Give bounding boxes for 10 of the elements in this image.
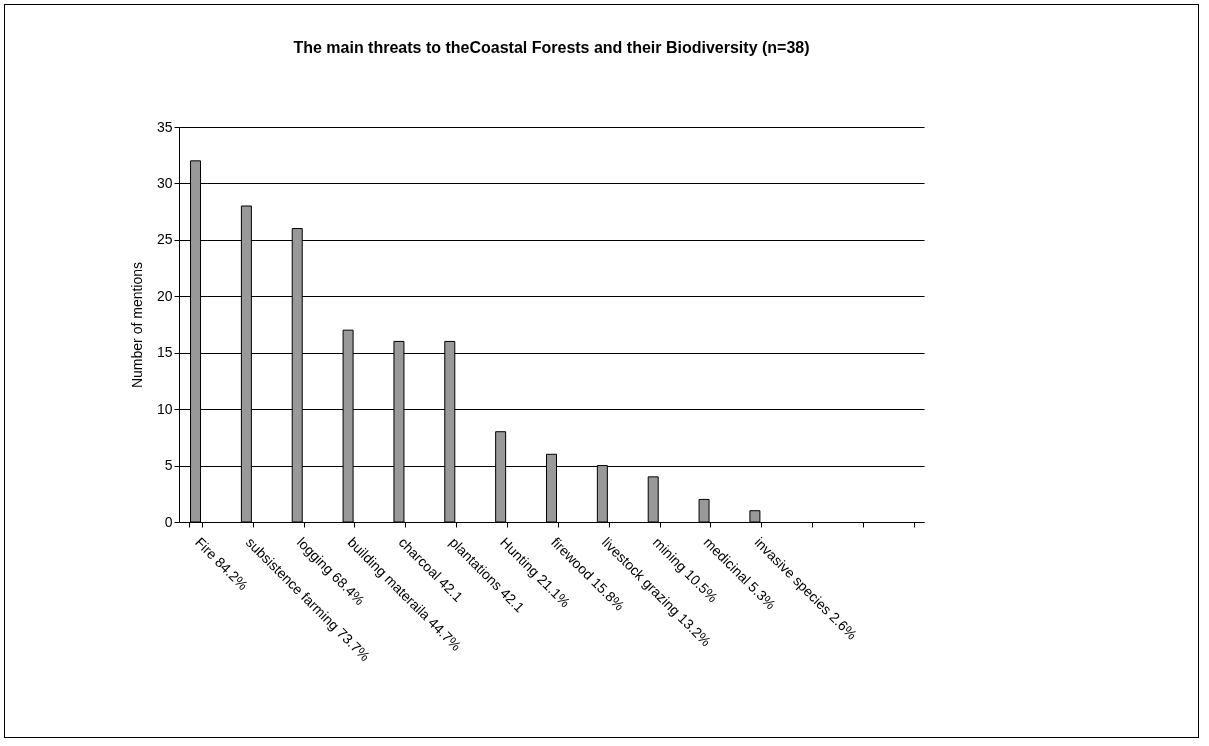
y-tick-label: 0 <box>164 513 173 530</box>
y-tick-label: 20 <box>156 287 173 304</box>
y-tick-label: 10 <box>156 400 173 417</box>
y-tick-label: 15 <box>156 344 173 361</box>
y-axis-title: Number of mentions <box>128 261 145 389</box>
y-tick-label: 30 <box>156 174 173 191</box>
y-tick-label: 35 <box>156 118 173 135</box>
y-tick-label: 25 <box>156 231 173 248</box>
y-tick-label: 5 <box>164 457 173 474</box>
chart-title: The main threats to theCoastal Forests and their Biodiversity (n=38) <box>293 39 810 56</box>
